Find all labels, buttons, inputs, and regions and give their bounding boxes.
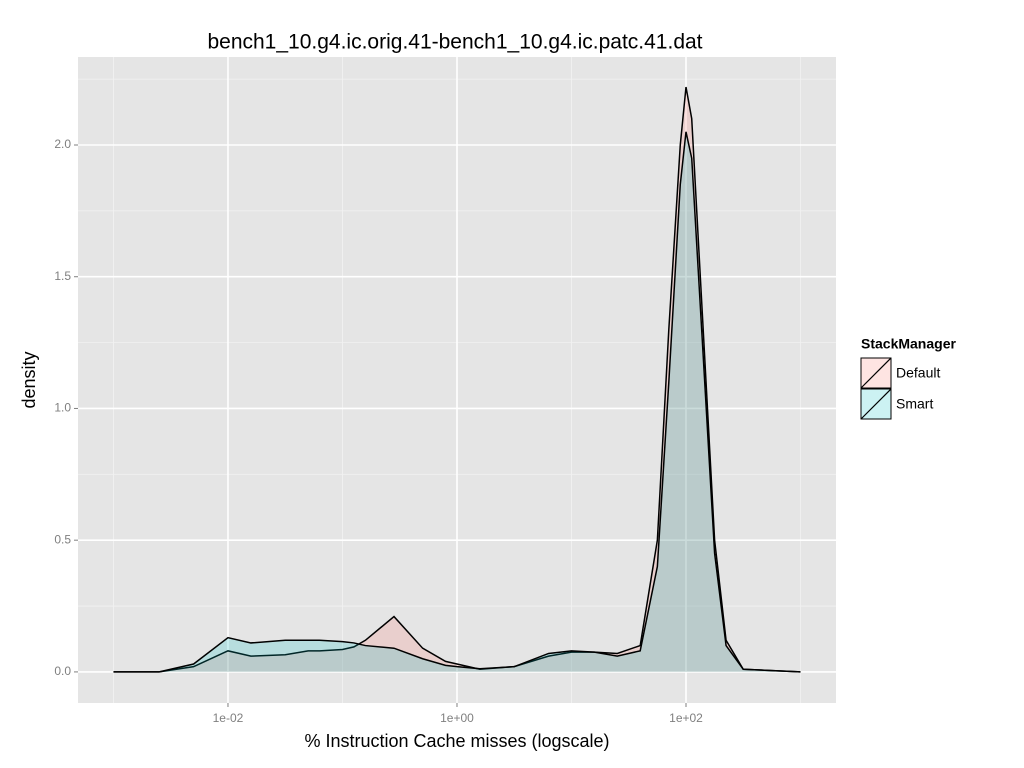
legend-key-line (860, 388, 892, 420)
legend-label: Smart (896, 396, 933, 412)
x-tick-label: 1e+00 (440, 711, 474, 725)
legend-title: StackManager (861, 336, 956, 352)
y-tick-label: 2.0 (54, 137, 71, 151)
y-tick-label: 0.0 (54, 664, 71, 678)
density-line (113, 131, 801, 673)
chart-title: bench1_10.g4.ic.orig.41-bench1_10.g4.ic.… (207, 31, 702, 54)
legend-key-line (860, 357, 892, 389)
y-tick-label: 1.0 (54, 401, 71, 415)
grid (78, 57, 836, 703)
legend-label: Default (896, 365, 940, 381)
x-axis-label: % Instruction Cache misses (logscale) (304, 731, 609, 751)
y-tick-label: 0.5 (54, 532, 71, 546)
y-tick-label: 1.5 (54, 269, 71, 283)
y-axis-label: density (19, 351, 39, 408)
x-tick-label: 1e+02 (669, 711, 703, 725)
x-tick-label: 1e-02 (213, 711, 244, 725)
